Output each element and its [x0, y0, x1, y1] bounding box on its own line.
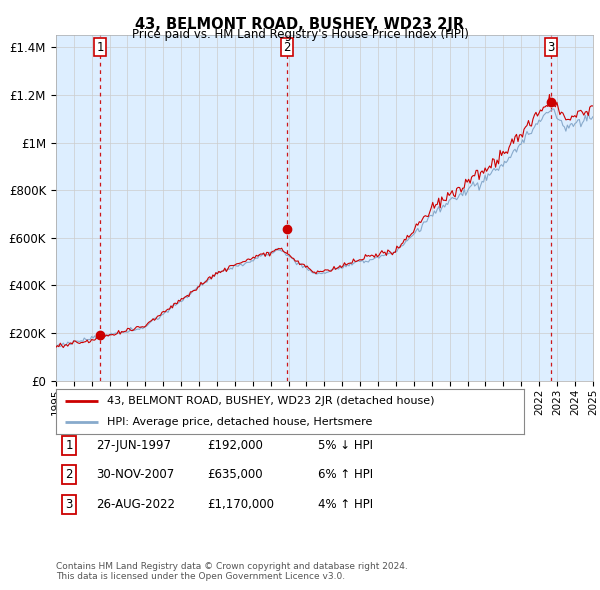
Text: This data is licensed under the Open Government Licence v3.0.: This data is licensed under the Open Gov… [56, 572, 345, 581]
Text: £1,170,000: £1,170,000 [207, 498, 274, 511]
Text: 27-JUN-1997: 27-JUN-1997 [96, 439, 171, 452]
Text: 6% ↑ HPI: 6% ↑ HPI [318, 468, 373, 481]
Text: 4% ↑ HPI: 4% ↑ HPI [318, 498, 373, 511]
Text: 1: 1 [97, 41, 104, 54]
Text: £635,000: £635,000 [207, 468, 263, 481]
Text: 2: 2 [65, 468, 73, 481]
Text: HPI: Average price, detached house, Hertsmere: HPI: Average price, detached house, Hert… [107, 417, 373, 427]
Text: 1: 1 [65, 439, 73, 452]
Text: 26-AUG-2022: 26-AUG-2022 [96, 498, 175, 511]
Text: £192,000: £192,000 [207, 439, 263, 452]
Text: Price paid vs. HM Land Registry's House Price Index (HPI): Price paid vs. HM Land Registry's House … [131, 28, 469, 41]
Text: Contains HM Land Registry data © Crown copyright and database right 2024.: Contains HM Land Registry data © Crown c… [56, 562, 407, 571]
Text: 43, BELMONT ROAD, BUSHEY, WD23 2JR: 43, BELMONT ROAD, BUSHEY, WD23 2JR [136, 17, 464, 31]
Text: 3: 3 [65, 498, 73, 511]
Text: 2: 2 [283, 41, 291, 54]
Text: 30-NOV-2007: 30-NOV-2007 [96, 468, 174, 481]
Text: 3: 3 [547, 41, 554, 54]
Text: 43, BELMONT ROAD, BUSHEY, WD23 2JR (detached house): 43, BELMONT ROAD, BUSHEY, WD23 2JR (deta… [107, 396, 435, 407]
Text: 5% ↓ HPI: 5% ↓ HPI [318, 439, 373, 452]
